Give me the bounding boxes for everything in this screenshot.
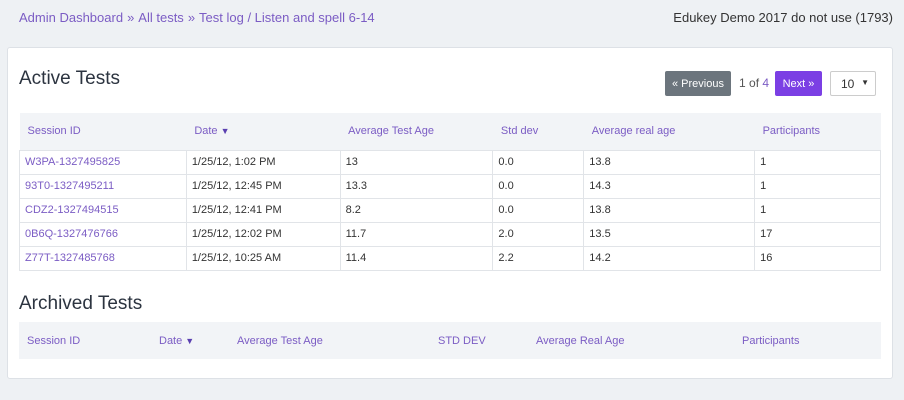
column-date[interactable]: Date ▼ [186,113,341,150]
cell-average-test-age: 13.3 [339,173,494,199]
cell-average-real-age: 13.8 [583,149,756,175]
cell-average-real-age: 14.2 [583,245,756,271]
previous-page-button[interactable]: « Previous [665,71,731,96]
archived-column-std-dev[interactable]: STD DEV [430,322,528,359]
session-id-link[interactable]: Z77T-1327485768 [19,245,187,271]
cell-std-dev: 0.0 [492,173,585,199]
breadcrumb-separator: » [127,10,135,25]
cell-average-test-age: 11.7 [339,221,494,247]
active-tests-table: Session ID Date ▼ Average Test Age Std de… [19,113,881,271]
breadcrumb-separator: » [187,10,196,25]
breadcrumb-all-tests[interactable]: All tests [138,10,184,25]
active-tests-heading: Active Tests [19,68,121,89]
table-row: 93T0-1327495211 1/25/12, 12:45 PM 13.3 0… [19,173,881,199]
sort-desc-icon: ▼ [185,335,195,346]
archived-column-date-label: Date [159,334,183,347]
archived-tests-table: Session ID Date ▼ Average Test Age STD DE… [19,322,881,359]
column-participants[interactable]: Participants [754,113,881,150]
cell-average-test-age: 13 [339,149,494,175]
page-of-label: of [745,76,763,90]
cell-average-real-age: 13.8 [583,197,756,223]
session-id-link[interactable]: W3PA-1327495825 [19,149,187,175]
archived-tests-heading: Archived Tests [19,293,143,314]
current-page: 1 [739,76,746,90]
cell-participants: 1 [754,197,881,223]
archived-column-session-id[interactable]: Session ID [19,322,151,359]
table-header-row: Session ID Date ▼ Average Test Age Std de… [19,113,881,150]
breadcrumb-test-log[interactable]: Test log / Listen and spell 6-14 [199,10,375,25]
table-row: CDZ2-1327494515 1/25/12, 12:41 PM 8.2 0.… [19,197,881,223]
breadcrumb: Admin Dashboard» All tests» Test log / Lis… [19,10,375,25]
column-std-dev[interactable]: Std dev [492,113,584,150]
cell-date: 1/25/12, 1:02 PM [185,149,341,175]
total-pages[interactable]: 4 [762,76,770,90]
sort-desc-icon: ▼ [220,126,230,137]
cell-std-dev: 0.0 [492,149,585,175]
cell-average-real-age: 14.3 [583,173,756,199]
cell-participants: 16 [754,245,881,271]
page-size-select[interactable]: 10 ▼ [830,71,876,96]
session-id-link[interactable]: CDZ2-1327494515 [19,197,187,223]
table-row: Z77T-1327485768 1/25/12, 10:25 AM 11.4 2… [19,245,881,271]
cell-participants: 1 [754,173,881,199]
cell-std-dev: 2.2 [492,245,585,271]
column-date-label: Date [194,125,218,138]
cell-average-test-age: 8.2 [339,197,494,223]
archived-column-participants[interactable]: Participants [734,322,881,359]
next-page-button[interactable]: Next » [775,71,822,96]
session-id-link[interactable]: 0B6Q-1327476766 [19,221,187,247]
column-session-id[interactable]: Session ID [19,113,187,150]
cell-date: 1/25/12, 12:02 PM [185,221,341,247]
archived-column-average-test-age[interactable]: Average Test Age [229,322,430,359]
cell-date: 1/25/12, 12:41 PM [185,197,341,223]
chevron-down-icon: ▼ [861,78,869,87]
organization-name: Edukey Demo 2017 do not use (1793) [673,10,893,25]
cell-date: 1/25/12, 10:25 AM [185,245,341,271]
cell-average-real-age: 13.5 [583,221,756,247]
top-bar: Admin Dashboard» All tests» Test log / Lis… [0,0,904,36]
cell-std-dev: 2.0 [492,221,585,247]
page-size-value: 10 [841,77,855,91]
cell-date: 1/25/12, 12:45 PM [185,173,341,199]
archived-column-date[interactable]: Date ▼ [151,322,229,359]
table-header-row: Session ID Date ▼ Average Test Age STD DE… [19,322,881,359]
table-row: 0B6Q-1327476766 1/25/12, 12:02 PM 11.7 2… [19,221,881,247]
column-average-real-age[interactable]: Average real age [583,113,755,150]
cell-participants: 1 [754,149,881,175]
cell-average-test-age: 11.4 [339,245,494,271]
cell-participants: 17 [754,221,881,247]
archived-column-average-real-age[interactable]: Average Real Age [528,322,734,359]
column-average-test-age[interactable]: Average Test Age [340,113,493,150]
page-indicator: 1 of 4 [739,76,769,90]
cell-std-dev: 0.0 [492,197,585,223]
breadcrumb-admin-dashboard[interactable]: Admin Dashboard [19,10,124,25]
session-id-link[interactable]: 93T0-1327495211 [19,173,187,199]
table-row: W3PA-1327495825 1/25/12, 1:02 PM 13 0.0 … [19,149,881,175]
